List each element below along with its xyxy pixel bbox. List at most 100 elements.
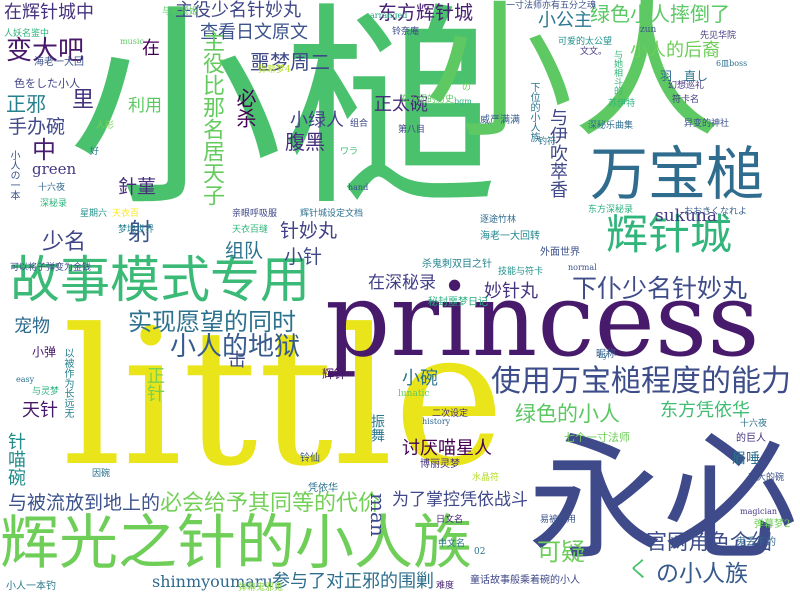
word-zuhe: 组合 bbox=[350, 119, 369, 129]
word-yibeiliyong: 易被利用 bbox=[540, 515, 577, 525]
word-zai-huizhencheng: 在辉针城中 bbox=[4, 2, 94, 23]
word-xingqiliu: 星期六 bbox=[80, 209, 108, 219]
word-dahuizhuan: 海老一大回转 bbox=[480, 231, 540, 242]
word-guidiuxia: 鬼丢下的 bbox=[736, 537, 776, 548]
word-waimian: 外面世界 bbox=[540, 247, 580, 258]
word-ookiku: おおきくなれよ bbox=[684, 207, 748, 217]
word-keyi: 可疑 bbox=[537, 538, 585, 566]
word-shiliuye2: 十六夜 bbox=[740, 419, 768, 429]
word-hand: hand bbox=[348, 183, 369, 192]
word-xiapu: 下仆少名针妙丸 bbox=[572, 274, 748, 303]
word-nandu: 难度 bbox=[436, 581, 455, 591]
word-xiaoren: 小人 bbox=[425, 0, 721, 158]
word-yibian: 异变的神社 bbox=[684, 119, 730, 129]
word-zhongwenming: 中文名 bbox=[438, 539, 466, 549]
word-arranged: arranged bbox=[370, 11, 408, 20]
word-renxing: 人形 bbox=[96, 121, 115, 131]
word-xiangdou: 与她相斗的 bbox=[612, 50, 622, 95]
word-yuequ: 深秘乐曲集 bbox=[588, 121, 634, 131]
word-green: green bbox=[32, 160, 77, 178]
word-mimeng: 秘封噩梦日记 bbox=[428, 297, 488, 308]
word-liufang: 与被流放到地上的 bbox=[8, 492, 161, 514]
word-yulingmeng: 与灵梦 bbox=[32, 387, 60, 397]
word-zhenmiaowan: 针妙丸 bbox=[280, 220, 338, 242]
word-nengli: 使用万宝槌程度的能力 bbox=[491, 364, 791, 399]
word-pingyihua: 凭依华 bbox=[308, 483, 338, 494]
word-renyaomingjian: 人妖名鉴中 bbox=[4, 29, 50, 39]
word-jinqian: 可以将子弹变为金钱 bbox=[10, 263, 92, 273]
word-yicunfashi: 一寸法师亦有五分之魂 bbox=[506, 1, 597, 11]
word-tianzi: 主役比那名居天子 bbox=[199, 30, 224, 206]
word-by: by bbox=[598, 351, 608, 360]
word-suyite: 苏伊特 bbox=[608, 99, 636, 109]
word-zudui: 组队 bbox=[225, 240, 264, 262]
word-yiboxiangxiang: 与伊吹萃香 bbox=[547, 108, 568, 198]
word-zai: 在 bbox=[142, 38, 160, 59]
word-zhenmiaowan2: 针喵碗 bbox=[5, 432, 26, 486]
word-xianjian: 先见华院 bbox=[700, 31, 737, 41]
word-xiaowan: 小碗 bbox=[402, 368, 438, 389]
word-shaoming: 少名 bbox=[42, 230, 87, 255]
word-yongbi: 永必 bbox=[528, 421, 798, 578]
word-02: 02 bbox=[474, 547, 486, 557]
word-tonghua: 童话故事般乘着碗的小人 bbox=[470, 575, 580, 586]
word-shinmyoumaru: shinmyoumaru bbox=[152, 572, 273, 591]
word-xuanyuetuan: 玄乐团的历史 bbox=[400, 95, 455, 105]
word-xiaozhen: 小针 bbox=[284, 246, 323, 268]
word-ku: く bbox=[628, 558, 651, 583]
word-daijia: 必会给予其同等的代价 bbox=[160, 491, 381, 516]
word-wanbaochui: 万宝槌 bbox=[590, 140, 765, 208]
word-she: 射 bbox=[128, 218, 152, 246]
word-magician: magician bbox=[740, 507, 777, 516]
word-lingxian: 铃仙 bbox=[300, 453, 320, 464]
word-nicheng: 昵称 bbox=[596, 349, 616, 360]
word-seo: 色をした小人 bbox=[14, 77, 80, 90]
word-meituo: 眉唾 bbox=[732, 451, 760, 467]
word-easy: easy bbox=[16, 375, 35, 384]
word-xiaolvren: 小绿人 bbox=[290, 110, 344, 131]
word-shuaidao: 绿色小人摔倒了 bbox=[590, 2, 730, 26]
word-zhuyi-shaoming: 主役少名针妙丸 bbox=[175, 0, 301, 21]
word-liyong: 利用 bbox=[128, 96, 162, 116]
word-fukaming: 符卡名 bbox=[672, 95, 700, 105]
word-jineng: 技能与符卡 bbox=[498, 267, 544, 277]
word-normal: normal bbox=[568, 263, 597, 272]
word-haiyi: 海老一大回 bbox=[34, 57, 84, 68]
word-pingyi: 东方凭依华 bbox=[660, 400, 750, 421]
word-lingnaian: 铃奈庵 bbox=[392, 27, 420, 37]
word-huizhen: 辉针 bbox=[322, 367, 347, 381]
word-bolilingmeng: 博丽灵梦 bbox=[420, 459, 460, 470]
word-yubei: 以被作为长远无 bbox=[62, 348, 73, 418]
word-huanxiang: 幻想巡礼 bbox=[668, 81, 705, 91]
word-juren: 的巨人 bbox=[736, 433, 766, 444]
word-qige: 七个一寸法师 bbox=[564, 431, 630, 444]
word-houyi: 小人的后裔 bbox=[630, 40, 720, 61]
word-bianda-wan: 变大的碗 bbox=[748, 473, 785, 483]
word-chongwu: 宠物 bbox=[14, 316, 50, 337]
word-li: 里 bbox=[72, 88, 95, 113]
word-shoubanwan: 手办碗 bbox=[8, 116, 66, 138]
word-no: の bbox=[462, 83, 472, 93]
word-zhengtaiwan: 正太碗 bbox=[374, 94, 428, 115]
word-riwenming: 日文名 bbox=[436, 515, 464, 525]
word-miaozhenwan: 妙针丸 bbox=[484, 281, 538, 302]
word-xiaoren-yiben: 小人の一本 bbox=[8, 150, 19, 200]
word-sukuna: sukuna bbox=[655, 206, 718, 226]
word-erci: 二次设定 bbox=[432, 409, 469, 419]
word-miaoxingren: 讨厌喵星人 bbox=[402, 438, 492, 459]
word-tanmu2: 弹幕梦2 bbox=[754, 519, 791, 530]
word-lvse-xiaoren: 绿色的小人 bbox=[515, 402, 620, 426]
word-ji: 击 bbox=[228, 350, 246, 371]
word-wenwen: 文文。 bbox=[580, 47, 608, 57]
word-diyu: 小人的地狱 bbox=[170, 332, 301, 362]
word-shenmilu: 在深秘录 bbox=[368, 273, 436, 293]
word-zhandou: 为了掌控凭依战斗 bbox=[392, 490, 528, 510]
word-diaofu: 钓符 bbox=[538, 137, 557, 147]
word-shiliuye: 十六夜 bbox=[38, 183, 66, 193]
word-xiaoren-yibendiao: 小人一本钓 bbox=[6, 581, 56, 592]
word-weiyan: 威严满满 bbox=[480, 115, 520, 126]
word-xiaweide: 下位的小人族 bbox=[528, 82, 539, 142]
word-dongfang-shenmilu: 东方深秘录 bbox=[588, 205, 634, 215]
word-qinyan: 亲眼呼吸服 bbox=[232, 209, 278, 219]
word-mengjing: 梦境世界 bbox=[118, 225, 155, 235]
